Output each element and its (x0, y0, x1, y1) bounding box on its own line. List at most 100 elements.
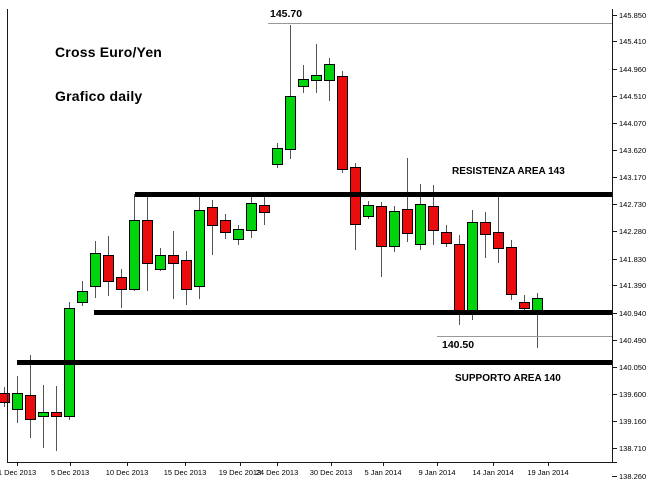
candle-body (414, 203, 426, 245)
x-axis-tick (70, 462, 71, 466)
candle-body (115, 277, 127, 290)
candle-body (479, 222, 491, 236)
x-axis-tick (493, 462, 494, 466)
candle-body (219, 220, 231, 233)
y-axis-tick (612, 258, 617, 260)
support-annotation: SUPPORTO AREA 140 (455, 373, 561, 384)
y-axis-tick (612, 420, 617, 422)
y-axis-tick (612, 448, 617, 450)
candle-body (258, 204, 270, 214)
chart-subtitle: Grafico daily (55, 88, 143, 104)
candle-body (323, 63, 335, 82)
x-axis-tick (383, 462, 384, 466)
y-axis-tick (612, 41, 617, 43)
x-axis-label: 15 Dec 2013 (163, 468, 207, 477)
candle-body (531, 298, 543, 311)
y-axis-label: 142.280 (619, 227, 647, 237)
y-axis-tick (612, 475, 617, 477)
candle-body (362, 205, 374, 218)
y-axis-label: 143.620 (619, 145, 647, 155)
candle-body (37, 411, 49, 418)
y-axis-label: 145.410 (619, 37, 647, 47)
y-axis-label: 144.510 (619, 91, 647, 101)
y-axis-tick (612, 231, 617, 233)
candle-body (310, 74, 322, 82)
y-axis-tick (612, 312, 617, 314)
x-axis-label: 5 Dec 2013 (50, 468, 90, 477)
peak-price-annotation: 145.70 (270, 8, 303, 20)
y-axis-label: 141.830 (619, 254, 647, 264)
x-axis-tick (185, 462, 186, 466)
x-axis-tick (17, 462, 18, 466)
y-axis-tick (612, 394, 617, 396)
y-axis-label: 140.050 (619, 362, 647, 372)
candle-body (141, 219, 153, 264)
x-axis-label: 5 Jan 2014 (364, 468, 402, 477)
x-axis-label: 24 Dec 2013 (255, 468, 299, 477)
candle-body (492, 231, 504, 249)
swing-low-line (437, 335, 613, 337)
support-line (17, 359, 613, 365)
candle-body (76, 291, 88, 304)
candle-body (193, 209, 205, 288)
x-axis-tick (437, 462, 438, 466)
y-axis-label: 144.070 (619, 118, 647, 128)
candle-body (297, 79, 309, 87)
candle-body (284, 95, 296, 151)
candle-body (128, 219, 140, 290)
candle-body (518, 301, 530, 309)
candle-body (505, 247, 517, 296)
x-axis-label: 14 Jan 2014 (472, 468, 514, 477)
y-axis-tick (612, 204, 617, 205)
candle-wick (497, 192, 499, 263)
y-axis-tick (612, 340, 617, 342)
neckline (94, 310, 613, 316)
y-axis-label: 145.850 (619, 10, 647, 20)
candle-body (232, 229, 244, 240)
x-axis-tick (127, 462, 128, 466)
candle-body (102, 254, 114, 283)
candle-body (11, 393, 23, 410)
candle-wick (211, 200, 213, 255)
candle-body (89, 253, 101, 288)
y-axis-label: 141.390 (619, 281, 647, 291)
x-axis-label: 1 Dec 2013 (0, 468, 37, 477)
x-axis-label: 19 Jan 2014 (527, 468, 569, 477)
y-axis-tick (612, 68, 617, 70)
y-axis-tick (612, 177, 617, 179)
candle-body (453, 243, 465, 314)
candle-wick (302, 64, 304, 93)
candle-body (24, 395, 36, 421)
x-axis-tick (331, 462, 332, 466)
x-axis-label: 19 Dec 2013 (218, 468, 262, 477)
y-axis-tick (612, 149, 617, 151)
y-axis-label: 140.490 (619, 336, 647, 346)
x-axis-label: 30 Dec 2013 (309, 468, 353, 477)
y-axis-label: 142.730 (619, 200, 647, 209)
y-axis-label: 144.960 (619, 64, 647, 74)
candle-body (50, 411, 62, 418)
swing-low-annotation: 140.50 (442, 339, 475, 351)
resistance-line (135, 191, 613, 197)
candle-body (167, 254, 179, 264)
x-axis-line (7, 462, 617, 463)
candle-body (401, 208, 413, 234)
y-axis-label: 139.600 (619, 390, 647, 400)
x-axis-tick (240, 462, 241, 466)
candle-body (206, 206, 218, 226)
y-axis-label: 140.940 (619, 308, 647, 318)
candle-body (180, 259, 192, 290)
y-axis-label: 139.160 (619, 416, 647, 426)
chart-frame-left (7, 9, 8, 462)
candle-body (427, 206, 439, 232)
candle-body (388, 211, 400, 247)
y-axis-tick (612, 14, 617, 16)
candle-body (466, 222, 478, 314)
y-axis-line (612, 9, 613, 462)
x-axis-tick (548, 462, 549, 466)
candle-body (154, 254, 166, 271)
y-axis-tick (612, 366, 617, 368)
candle-wick (289, 24, 291, 159)
x-axis-label: 10 Dec 2013 (105, 468, 149, 477)
